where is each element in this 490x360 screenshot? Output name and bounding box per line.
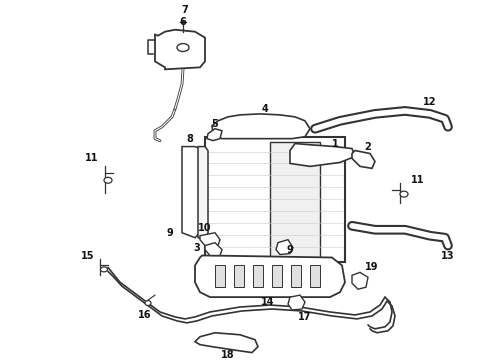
Text: 12: 12 — [423, 97, 437, 107]
Text: 10: 10 — [198, 223, 212, 233]
Text: 17: 17 — [298, 312, 312, 322]
Polygon shape — [276, 240, 293, 255]
Polygon shape — [207, 129, 222, 141]
Text: 3: 3 — [194, 243, 200, 253]
Polygon shape — [155, 30, 205, 69]
Text: 18: 18 — [221, 350, 235, 360]
Ellipse shape — [400, 191, 408, 197]
Polygon shape — [352, 150, 375, 168]
Text: 13: 13 — [441, 251, 455, 261]
Ellipse shape — [177, 44, 189, 51]
Text: 11: 11 — [85, 153, 99, 163]
Polygon shape — [352, 273, 368, 289]
Polygon shape — [272, 265, 282, 287]
Text: 4: 4 — [262, 104, 269, 114]
Polygon shape — [215, 265, 225, 287]
Text: 2: 2 — [365, 141, 371, 152]
Text: 5: 5 — [212, 119, 219, 129]
Polygon shape — [212, 114, 310, 139]
Text: 1: 1 — [332, 139, 339, 149]
Text: 14: 14 — [261, 297, 275, 307]
Polygon shape — [200, 233, 220, 246]
Text: 7: 7 — [182, 5, 188, 15]
Text: 9: 9 — [167, 228, 173, 238]
Ellipse shape — [104, 177, 112, 183]
Polygon shape — [195, 256, 345, 297]
Text: 19: 19 — [365, 262, 379, 273]
Ellipse shape — [145, 301, 151, 306]
Polygon shape — [205, 137, 345, 262]
Polygon shape — [310, 265, 320, 287]
Text: 11: 11 — [411, 175, 425, 185]
Polygon shape — [288, 295, 305, 310]
Polygon shape — [253, 265, 263, 287]
Polygon shape — [291, 265, 301, 287]
Polygon shape — [270, 141, 320, 257]
Polygon shape — [290, 144, 355, 166]
Polygon shape — [182, 147, 200, 238]
Polygon shape — [195, 333, 258, 352]
Ellipse shape — [100, 267, 107, 272]
Text: 6: 6 — [180, 17, 186, 27]
Polygon shape — [205, 243, 222, 256]
Text: 16: 16 — [138, 310, 152, 320]
Text: 15: 15 — [81, 251, 95, 261]
Text: 9: 9 — [287, 244, 294, 255]
Polygon shape — [198, 147, 208, 240]
Polygon shape — [234, 265, 244, 287]
Text: 8: 8 — [187, 134, 194, 144]
